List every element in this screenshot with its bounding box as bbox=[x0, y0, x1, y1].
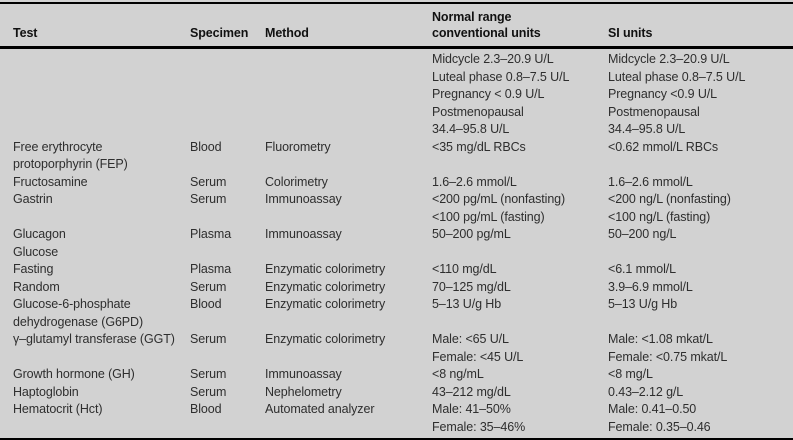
table-row: Glucagon Plasma Immunoassay 50–200 pg/mL 50–… bbox=[0, 226, 793, 244]
table-row: Random Serum Enzymatic colorimetry 70–125 m… bbox=[0, 279, 793, 297]
specimen-cell: Serum bbox=[190, 367, 227, 381]
si-cell: 1.6–2.6 mmol/L bbox=[608, 174, 693, 189]
test-cell: Growth hormone (GH) bbox=[13, 367, 135, 381]
specimen-cell: Blood bbox=[190, 402, 222, 416]
method-cell: Enzymatic colorimetry bbox=[265, 297, 386, 311]
specimen-cell: Serum bbox=[190, 174, 227, 189]
conventional-cell: Midcycle 2.3–20.9 U/L Luteal phase 0.8–7… bbox=[432, 52, 570, 136]
specimen-cell bbox=[190, 48, 265, 139]
test-cell: Haptoglobin bbox=[13, 384, 79, 399]
specimen-cell: Plasma bbox=[190, 227, 232, 241]
si-cell: Midcycle 2.3–20.9 U/L Luteal phase 0.8–7… bbox=[608, 52, 746, 136]
test-cell: Glucagon bbox=[13, 227, 66, 241]
si-cell: Male: 0.41–0.50 Female: 0.35–0.46 bbox=[608, 402, 711, 434]
table-body: Midcycle 2.3–20.9 U/L Luteal phase 0.8–7… bbox=[0, 48, 793, 437]
table-row: Growth hormone (GH) Serum Immunoassay <8 ng… bbox=[0, 366, 793, 384]
conventional-cell: 43–212 mg/dL bbox=[432, 384, 511, 399]
specimen-cell bbox=[190, 244, 265, 262]
method-cell: Enzymatic colorimetry bbox=[265, 332, 386, 346]
si-cell: <6.1 mmol/L bbox=[608, 262, 677, 276]
conventional-cell: <200 pg/mL (nonfasting) <100 pg/mL (fast… bbox=[432, 192, 566, 224]
method-cell: Fluorometry bbox=[265, 139, 331, 154]
table-row: Hematocrit (Hct) Blood Automated analyzer M… bbox=[0, 401, 793, 436]
header-row: Test Specimen Method Normal range conven… bbox=[0, 4, 793, 49]
column-header-conventional-units: Normal range conventional units bbox=[432, 4, 608, 49]
specimen-cell: Plasma bbox=[190, 262, 232, 276]
conventional-cell: 50–200 pg/mL bbox=[432, 227, 511, 241]
table-row: Haptoglobin Serum Nephelometry 43–212 mg/dL… bbox=[0, 384, 793, 402]
column-header-test: Test bbox=[0, 4, 190, 49]
table-row: Gastrin Serum Immunoassay <200 pg/mL (nonfa… bbox=[0, 191, 793, 226]
method-cell bbox=[265, 48, 432, 139]
test-cell: Fasting bbox=[13, 262, 54, 276]
top-rule bbox=[0, 2, 793, 4]
specimen-cell: Serum bbox=[190, 332, 227, 346]
si-cell: 5–13 U/g Hb bbox=[608, 297, 678, 311]
table-row: Glucose-6-phosphate dehydrogenase (G6PD)… bbox=[0, 296, 793, 331]
test-cell: Fructosamine bbox=[13, 174, 88, 189]
si-cell bbox=[608, 244, 793, 262]
table-row: Glucose bbox=[0, 244, 793, 262]
table-row: γ–glutamyl transferase (GGT) Serum Enzymat… bbox=[0, 331, 793, 366]
table-header: Test Specimen Method Normal range conven… bbox=[0, 4, 793, 49]
method-cell bbox=[265, 244, 432, 262]
method-cell: Enzymatic colorimetry bbox=[265, 279, 386, 294]
specimen-cell: Serum bbox=[190, 192, 227, 206]
conventional-cell bbox=[432, 244, 608, 262]
test-cell: γ–glutamyl transferase (GGT) bbox=[13, 332, 175, 346]
specimen-cell: Blood bbox=[190, 297, 222, 311]
column-header-specimen: Specimen bbox=[190, 4, 265, 49]
conventional-cell: <35 mg/dL RBCs bbox=[432, 139, 526, 154]
specimen-cell: Serum bbox=[190, 279, 227, 294]
test-cell: Glucose bbox=[13, 244, 59, 259]
conventional-cell: 5–13 U/g Hb bbox=[432, 297, 502, 311]
test-cell: Gastrin bbox=[13, 192, 53, 206]
method-cell: Immunoassay bbox=[265, 227, 342, 241]
si-cell: <0.62 mmol/L RBCs bbox=[608, 139, 719, 154]
method-cell: Colorimetry bbox=[265, 174, 328, 189]
test-cell: Hematocrit (Hct) bbox=[13, 402, 103, 416]
conventional-cell: 70–125 mg/dL bbox=[432, 279, 511, 294]
method-cell: Nephelometry bbox=[265, 384, 342, 399]
conventional-cell: <8 ng/mL bbox=[432, 367, 484, 381]
column-header-si-units: SI units bbox=[608, 4, 793, 49]
test-cell: Free erythrocyte protoporphyrin (FEP) bbox=[13, 139, 128, 172]
test-cell: Glucose-6-phosphate dehydrogenase (G6PD) bbox=[13, 297, 144, 329]
conventional-cell: Male: 41–50% Female: 35–46% bbox=[432, 402, 526, 434]
si-cell: 50–200 ng/L bbox=[608, 227, 677, 241]
table-row: Free erythrocyte protoporphyrin (FEP) Blo… bbox=[0, 139, 793, 174]
table-row: Fructosamine Serum Colorimetry 1.6–2.6 mmol… bbox=[0, 174, 793, 192]
conventional-cell: <110 mg/dL bbox=[432, 262, 497, 276]
reference-range-table: Test Specimen Method Normal range conven… bbox=[0, 4, 793, 436]
specimen-cell: Serum bbox=[190, 384, 227, 399]
si-cell: 3.9–6.9 mmol/L bbox=[608, 279, 693, 294]
test-cell: Random bbox=[13, 279, 60, 294]
test-cell bbox=[0, 48, 190, 139]
specimen-cell: Blood bbox=[190, 139, 222, 154]
method-cell: Immunoassay bbox=[265, 367, 342, 381]
si-cell: 0.43–2.12 g/L bbox=[608, 384, 684, 399]
method-cell: Enzymatic colorimetry bbox=[265, 262, 386, 276]
conventional-cell: Male: <65 U/L Female: <45 U/L bbox=[432, 332, 524, 364]
method-cell: Immunoassay bbox=[265, 192, 342, 206]
method-cell: Automated analyzer bbox=[265, 402, 375, 416]
si-cell: <200 ng/L (nonfasting) <100 ng/L (fastin… bbox=[608, 192, 731, 224]
column-header-method: Method bbox=[265, 4, 432, 49]
si-cell: <8 mg/L bbox=[608, 367, 653, 381]
table-row: Midcycle 2.3–20.9 U/L Luteal phase 0.8–7… bbox=[0, 48, 793, 139]
table-row: Fasting Plasma Enzymatic colorimetry <110 m… bbox=[0, 261, 793, 279]
si-cell: Male: <1.08 mkat/L Female: <0.75 mkat/L bbox=[608, 332, 728, 364]
conventional-cell: 1.6–2.6 mmol/L bbox=[432, 174, 517, 189]
